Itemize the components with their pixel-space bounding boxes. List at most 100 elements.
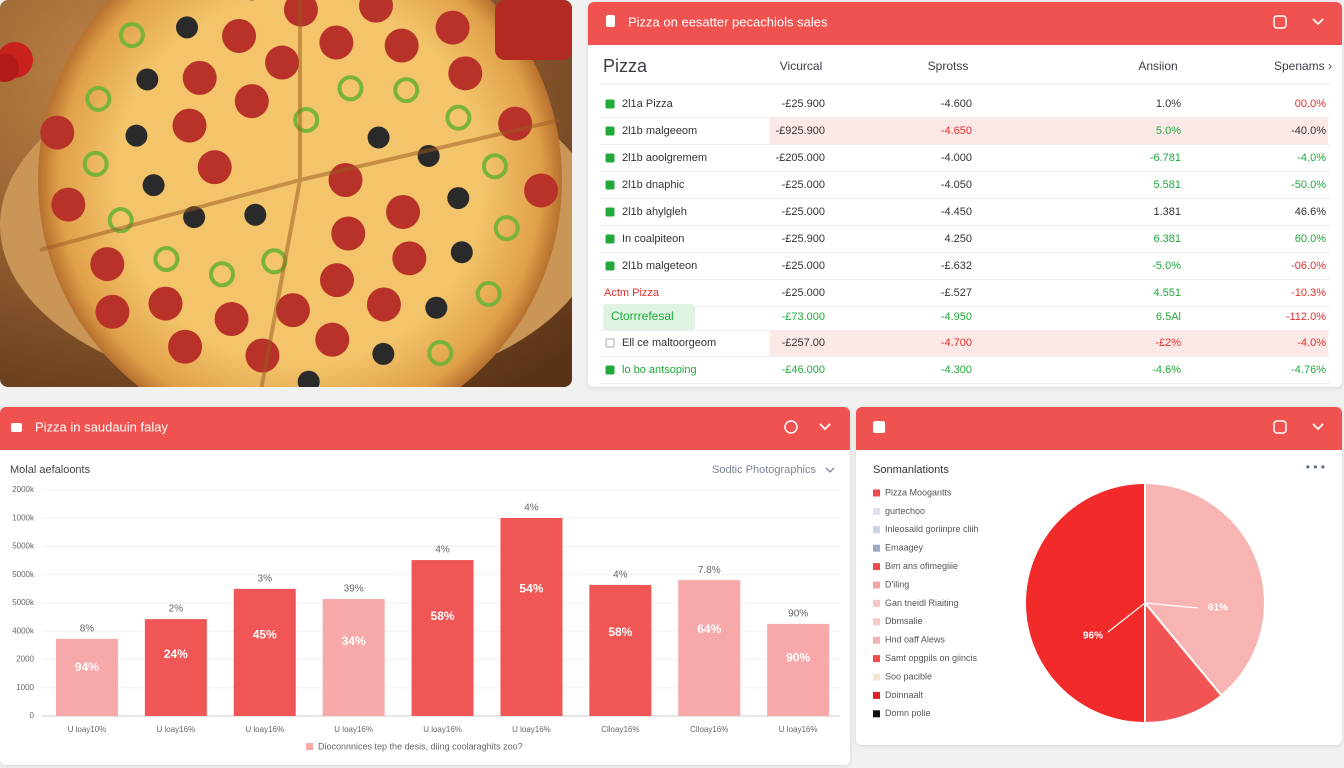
legend-label[interactable]: D'iling — [885, 579, 909, 589]
cell: -4.6% — [1152, 364, 1181, 376]
panel-icon[interactable] — [1273, 15, 1287, 29]
leader-line — [1107, 602, 1146, 633]
slice-annotation: 61% — [1208, 603, 1228, 614]
bar[interactable] — [233, 588, 296, 716]
pie-slice[interactable] — [1144, 600, 1223, 725]
cell: -50.0% — [1291, 179, 1326, 191]
row-checkbox[interactable] — [605, 153, 615, 163]
cell: -4.0% — [1297, 152, 1326, 164]
y-tick-label: 0 — [30, 711, 35, 720]
row-label[interactable]: Actm Pizza — [604, 287, 660, 299]
legend-swatch — [873, 489, 880, 497]
bar[interactable] — [678, 580, 741, 716]
y-tick-label: 4000k — [12, 626, 35, 635]
panel-title: Pizza on eesatter pecachiols sales — [628, 14, 828, 29]
cell: -4.76% — [1291, 364, 1326, 376]
cell: 4.250 — [944, 233, 972, 245]
row-checkbox[interactable] — [605, 180, 615, 190]
legend-label[interactable]: Hnd oaff Alews — [885, 635, 945, 645]
legend-label[interactable]: Domn polie — [885, 708, 931, 718]
legend-label[interactable]: Pizza Moogantts — [885, 487, 952, 497]
column-header[interactable]: Spenams › — [1274, 59, 1332, 73]
collapse[interactable] — [1312, 18, 1324, 26]
cell: -40.0% — [1291, 125, 1326, 137]
cell: -5.0% — [1152, 260, 1181, 272]
row-checkbox[interactable] — [605, 365, 615, 375]
panel-icon[interactable] — [1273, 420, 1287, 434]
y-tick-label: 5000k — [12, 598, 35, 607]
bar-label: 58% — [608, 625, 632, 639]
row-label[interactable]: Ell ce maltoorgeom — [622, 337, 716, 349]
column-header[interactable]: Pizza — [603, 56, 648, 76]
cell: -£2% — [1155, 337, 1181, 349]
row-label[interactable]: 2l1b malgeteon — [622, 260, 697, 272]
bar[interactable] — [144, 619, 207, 716]
legend-label[interactable]: Emaagey — [885, 543, 924, 553]
row-checkbox[interactable] — [605, 261, 615, 271]
legend-label[interactable]: Samt opgpils on giincis — [885, 653, 978, 663]
cell: -£25.900 — [782, 98, 825, 110]
bar[interactable] — [767, 623, 830, 716]
legend-swatch — [873, 673, 880, 681]
legend-swatch — [873, 563, 880, 571]
row-checkbox[interactable] — [605, 207, 615, 217]
legend-label[interactable]: Bim ans ofimegiiie — [885, 561, 958, 571]
row-label[interactable]: 2l1b malgeeom — [622, 125, 697, 137]
dropdown[interactable]: Sodtic Photographics — [712, 464, 816, 476]
legend-swatch — [873, 507, 880, 515]
cell: -4.600 — [941, 98, 972, 110]
cell: -112.0% — [1286, 311, 1326, 323]
row-checkbox[interactable] — [605, 99, 615, 109]
row-label[interactable]: lo bo antsoping — [622, 364, 697, 376]
y-tick-label: 1000k — [12, 513, 35, 522]
cell: -06.0% — [1291, 260, 1326, 272]
legend-label[interactable]: Soo pacible — [885, 671, 932, 681]
column-header[interactable]: Ansiion — [1138, 59, 1177, 73]
pie-slice[interactable] — [1144, 481, 1266, 697]
action-button[interactable] — [603, 304, 695, 330]
legend-label[interactable]: Gan tneidl Riaiting — [885, 598, 959, 608]
legend-label[interactable]: Dbmsalie — [885, 616, 923, 626]
pie-slice[interactable] — [1024, 481, 1146, 725]
cell: -4.450 — [941, 206, 972, 218]
row-label[interactable]: Ctorrrefesal — [611, 309, 674, 323]
legend-label[interactable]: Doinnaalt — [885, 690, 924, 700]
cell: 1.381 — [1153, 206, 1181, 218]
bar[interactable] — [322, 599, 385, 716]
y-tick-label: 2000k — [12, 485, 35, 494]
legend-label[interactable]: gurtechoo — [885, 506, 925, 516]
row-label[interactable]: 2l1a Pizza — [622, 98, 674, 110]
row-checkbox[interactable] — [605, 338, 615, 348]
cell: -4.950 — [941, 311, 972, 323]
cell: 46.6% — [1295, 206, 1326, 218]
row-checkbox[interactable] — [605, 234, 615, 244]
bar[interactable] — [411, 560, 474, 716]
column-header[interactable]: Vicurcal — [780, 59, 822, 73]
row-label[interactable]: 2l1b dnaphic — [622, 179, 685, 191]
x-tick-label: U loay16% — [245, 725, 284, 734]
collapse[interactable] — [1312, 423, 1324, 431]
bar-top-label: 4% — [435, 545, 450, 556]
bar[interactable] — [55, 638, 118, 716]
legend-swatch — [873, 581, 880, 589]
legend-label[interactable]: Inleosaild goriinpre cliih — [885, 524, 979, 534]
row-label[interactable]: 2l1b aoolgremem — [622, 152, 707, 164]
bar-top-label: 3% — [258, 574, 273, 585]
bar-top-label: 90% — [788, 609, 808, 620]
collapse[interactable] — [819, 423, 831, 431]
bar[interactable] — [589, 584, 652, 716]
row-label[interactable]: 2l1b ahylgleh — [622, 206, 687, 218]
row-checkbox[interactable] — [605, 126, 615, 136]
x-tick-label: U loay16% — [779, 725, 818, 734]
cell: -£.632 — [941, 260, 972, 272]
pizza-photo — [0, 0, 572, 387]
sales-panel: Pizza on eesatter pecachiols sales Pizza… — [588, 2, 1342, 387]
column-header[interactable]: Sprotss — [928, 59, 969, 73]
row-label[interactable]: In coalpiteon — [622, 233, 684, 245]
bar[interactable] — [500, 517, 563, 716]
cell: -£.527 — [941, 287, 972, 299]
panel-icon[interactable] — [784, 420, 798, 434]
cell: 1.0% — [1156, 98, 1181, 110]
more-menu[interactable]: • • • — [1306, 460, 1325, 474]
